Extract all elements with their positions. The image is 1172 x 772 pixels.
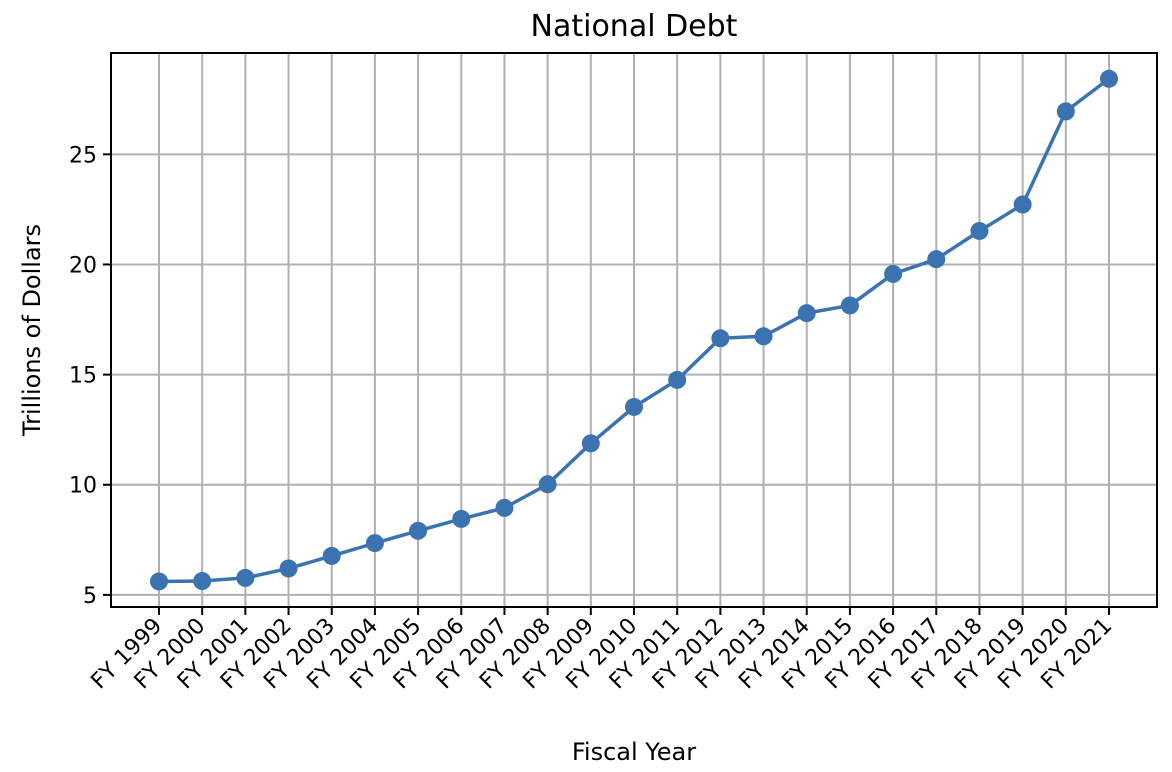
data-point [668, 370, 687, 389]
y-tick-label: 25 [69, 143, 97, 168]
y-tick-label: 20 [69, 253, 97, 278]
y-axis-label: Trillions of Dollars [18, 224, 46, 437]
data-point [279, 559, 298, 578]
data-point [927, 250, 946, 269]
data-point [236, 568, 255, 587]
y-tick-label: 5 [83, 584, 97, 609]
plot-area [150, 69, 1118, 591]
data-point [1056, 102, 1075, 121]
data-point [495, 498, 514, 517]
data-point [1013, 195, 1032, 214]
data-point [322, 546, 341, 565]
data-point [711, 329, 730, 348]
data-point [970, 221, 989, 240]
data-point [452, 509, 471, 528]
data-point [150, 572, 168, 591]
data-point [365, 534, 384, 553]
chart-title: National Debt [531, 9, 738, 44]
data-point [538, 475, 557, 494]
data-point [840, 296, 859, 315]
data-point [754, 327, 773, 346]
y-axis: 5 10 15 20 25 [69, 143, 111, 609]
data-point [581, 434, 600, 453]
data-point [884, 264, 903, 283]
grid [111, 53, 1157, 607]
y-tick-label: 15 [69, 364, 97, 389]
data-point [193, 572, 212, 591]
x-axis-label: Fiscal Year [572, 738, 696, 766]
data-point [797, 304, 816, 323]
plot-frame [110, 52, 1158, 608]
y-tick-label: 10 [69, 474, 97, 499]
data-point [409, 521, 428, 540]
data-point [625, 397, 643, 416]
data-point [1100, 69, 1118, 88]
